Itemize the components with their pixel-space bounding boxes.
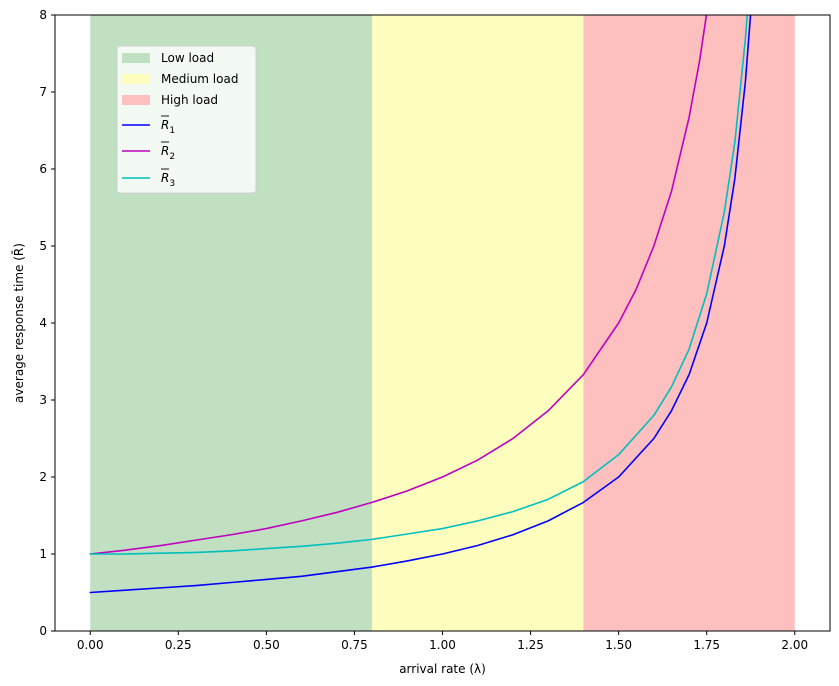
x-tick-label: 1.50	[605, 638, 632, 652]
legend-label: High load	[161, 93, 218, 107]
y-tick-label: 0	[39, 624, 47, 638]
y-tick-label: 2	[39, 470, 47, 484]
x-axis-title: arrival rate (λ)	[399, 662, 486, 676]
y-axis-title: average response time (R̄)	[12, 243, 26, 403]
x-tick-label: 2.00	[781, 638, 808, 652]
x-tick-label: 0.75	[341, 638, 368, 652]
y-tick-label: 4	[39, 316, 47, 330]
y-tick-label: 5	[39, 239, 47, 253]
y-tick-label: 3	[39, 393, 47, 407]
y-tick-label: 8	[39, 8, 47, 22]
legend-label: R3	[161, 171, 175, 189]
legend-label: R2	[161, 144, 175, 162]
x-tick-label: 0.25	[165, 638, 192, 652]
legend-label: Medium load	[161, 72, 238, 86]
series-line-r3	[89, 15, 749, 555]
x-tick-label: 1.00	[429, 638, 456, 652]
x-tick-label: 0.50	[253, 638, 280, 652]
y-tick-label: 7	[39, 85, 47, 99]
legend-swatch	[122, 53, 150, 63]
x-tick-label: 0.00	[77, 638, 104, 652]
legend-swatch	[122, 95, 150, 105]
x-tick-label: 1.75	[693, 638, 720, 652]
y-tick-label: 6	[39, 162, 47, 176]
legend: Low load Medium load High load R1 R2 R3	[116, 45, 257, 194]
series-line-r2	[89, 15, 708, 555]
y-tick-label: 1	[39, 547, 47, 561]
legend-box	[116, 45, 257, 194]
x-tick-label: 1.25	[517, 638, 544, 652]
x-axis: 0.00 0.25 0.50 0.75 1.00 1.25 1.50 1.75 2.00	[77, 631, 808, 652]
legend-swatch	[122, 74, 150, 84]
series-lines	[89, 15, 752, 594]
legend-label: R1	[161, 118, 175, 136]
y-axis: 0 1 2 3 4 5 6 7 8	[39, 8, 55, 638]
region-high-load	[583, 15, 795, 631]
legend-label: Low load	[161, 51, 214, 65]
region-medium-load	[372, 15, 584, 631]
series-line-r1	[89, 15, 752, 594]
